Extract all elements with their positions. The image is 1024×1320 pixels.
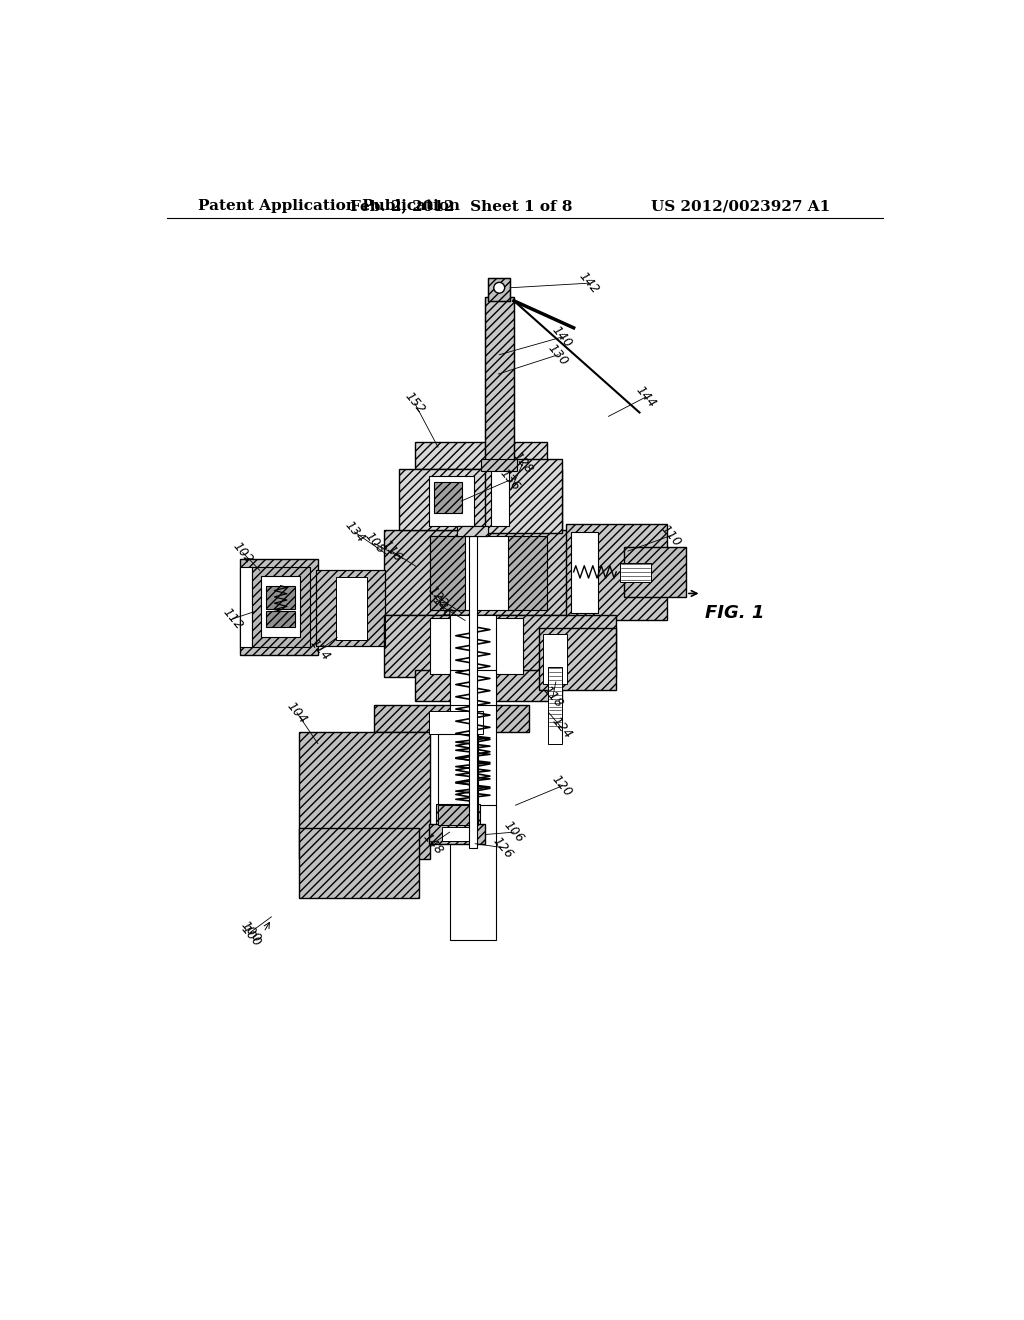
Text: 110: 110 [657,523,683,549]
Bar [336,577,367,640]
Text: 146: 146 [429,593,455,620]
Bar [571,532,598,612]
Bar [241,558,317,655]
Bar [434,482,462,512]
Bar [484,459,562,532]
Text: 104: 104 [285,700,309,726]
Text: 136: 136 [497,467,522,494]
Text: 142: 142 [577,269,602,297]
Text: 122: 122 [425,583,451,611]
Text: FIG. 1: FIG. 1 [706,603,765,622]
Bar [438,734,478,805]
Text: 120: 120 [549,772,574,800]
Text: Feb. 2, 2012   Sheet 1 of 8: Feb. 2, 2012 Sheet 1 of 8 [350,199,572,213]
Text: 144: 144 [633,384,658,411]
Text: 134: 134 [342,519,367,545]
Bar [484,297,514,462]
Bar [430,536,465,610]
Bar [436,804,480,826]
Bar [481,459,517,471]
Bar [544,635,566,684]
Bar [299,733,430,859]
Text: 116: 116 [379,537,404,565]
Text: 130: 130 [546,342,570,368]
Text: 118: 118 [540,684,565,710]
Text: 128: 128 [511,449,536,477]
Text: 124: 124 [549,715,574,742]
Bar [430,536,523,610]
Bar [241,566,252,647]
Bar [450,671,496,705]
Bar [488,277,510,301]
Bar [442,826,471,841]
Text: 148: 148 [420,830,445,857]
Bar [548,667,562,743]
Bar [450,615,496,808]
Bar [490,465,509,527]
Bar [299,829,419,898]
Text: 108: 108 [361,531,387,557]
Bar [539,628,616,689]
Bar [429,711,483,734]
Bar [430,618,523,673]
Bar [384,615,616,677]
Bar [266,611,295,627]
Bar [438,805,478,825]
Bar [566,524,667,620]
Text: Patent Application Publication: Patent Application Publication [198,199,460,213]
Bar [315,570,385,645]
Bar [429,475,474,525]
Bar [469,528,477,847]
Text: 106: 106 [502,818,526,846]
Bar [621,562,651,582]
Bar [458,527,488,536]
Bar [508,536,547,610]
Bar [315,570,385,645]
Bar [384,531,616,615]
Bar [415,671,562,701]
Text: 100: 100 [238,919,263,945]
Text: 102: 102 [230,540,255,566]
Circle shape [494,282,505,293]
Bar [399,469,562,531]
Text: 152: 152 [402,389,427,417]
Text: 126: 126 [489,834,515,861]
Bar [415,442,547,469]
Bar [261,576,300,638]
Text: 140: 140 [549,323,574,350]
Bar [450,805,496,940]
Text: US 2012/0023927 A1: US 2012/0023927 A1 [650,199,829,213]
Bar [429,825,484,843]
Bar [375,705,529,733]
Text: 100: 100 [238,923,263,949]
Text: 114: 114 [307,636,333,663]
Text: 112: 112 [220,606,246,632]
Bar [624,548,686,597]
Bar [484,297,514,462]
Bar [458,527,488,536]
Bar [488,277,510,301]
Bar [252,566,310,647]
Bar [266,586,295,609]
